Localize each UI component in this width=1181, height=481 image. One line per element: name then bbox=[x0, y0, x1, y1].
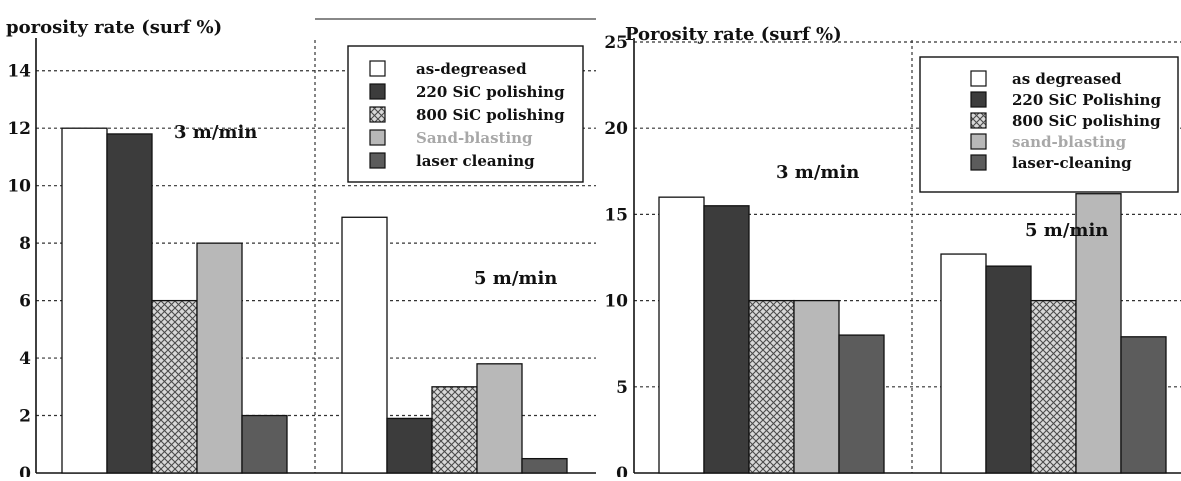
bar-sand-blasting-2 bbox=[1075, 193, 1122, 474]
bar-as-degreased-1 bbox=[658, 196, 705, 474]
bar-sand-blasting-1 bbox=[793, 299, 840, 474]
y-tick-label: 10 bbox=[604, 292, 628, 312]
y-tick-label: 12 bbox=[7, 119, 31, 139]
legend-entry: 220 SiC Polishing bbox=[1012, 91, 1161, 109]
legend-swatch bbox=[369, 60, 386, 77]
bar-laser-cleaning-2 bbox=[521, 457, 568, 474]
y-tick-label: 0 bbox=[616, 464, 628, 477]
bar-220-sic-polishing-1 bbox=[703, 205, 750, 474]
y-tick-label: 8 bbox=[19, 234, 31, 254]
bar-sand-blasting-2 bbox=[476, 363, 523, 474]
chart-left: 0 2 4 6 8 10 12 14 porosity rate (surf %) 3 m/min… bbox=[6, 17, 596, 481]
legend-swatch bbox=[970, 133, 987, 150]
bar-220-sic-polishing-2 bbox=[985, 265, 1032, 474]
legend-entry: as degreased bbox=[1012, 70, 1122, 88]
legend-entry: sand-blasting bbox=[1012, 133, 1127, 151]
legend-box bbox=[919, 56, 1179, 193]
y-tick-label: 25 bbox=[604, 33, 628, 53]
bar-as-degreased-1 bbox=[61, 127, 108, 474]
y-tick-label: 15 bbox=[604, 205, 628, 225]
bar-sand-blasting-1 bbox=[196, 242, 243, 474]
y-axis-label: Porosity rate (surf %) bbox=[625, 24, 842, 45]
legend-swatch bbox=[369, 129, 386, 146]
legend-swatch bbox=[369, 106, 386, 123]
legend-entry: as-degreased bbox=[416, 60, 527, 78]
bar-800-sic-polishing-1 bbox=[151, 299, 198, 474]
y-tick-label: 10 bbox=[7, 177, 31, 197]
category-label: 5 m/min bbox=[1025, 220, 1108, 241]
bar-800-sic-polishing-2 bbox=[1030, 299, 1077, 474]
legend-swatch bbox=[970, 154, 987, 171]
category-label: 3 m/min bbox=[776, 162, 859, 183]
legend-swatch bbox=[970, 112, 987, 129]
y-tick-label: 6 bbox=[19, 292, 31, 312]
bar-800-sic-polishing-2 bbox=[431, 386, 478, 474]
legend-entry: 800 SiC polishing bbox=[1012, 112, 1161, 130]
legend-swatch bbox=[369, 83, 386, 100]
bar-laser-cleaning-2 bbox=[1120, 336, 1167, 474]
legend-swatch bbox=[970, 91, 987, 108]
y-tick-label: 5 bbox=[616, 378, 628, 398]
bar-as-degreased-2 bbox=[341, 216, 388, 474]
bar-laser-cleaning-1 bbox=[241, 414, 288, 474]
category-label: 5 m/min bbox=[474, 268, 557, 289]
legend-entry: laser cleaning bbox=[416, 152, 535, 170]
y-tick-label: 0 bbox=[19, 464, 31, 477]
y-tick-label: 4 bbox=[19, 349, 31, 369]
legend-entry: 800 SiC polishing bbox=[416, 106, 565, 124]
category-label: 3 m/min bbox=[174, 122, 257, 143]
y-tick-label: 20 bbox=[604, 119, 628, 139]
legend-box bbox=[347, 45, 584, 183]
legend-entry: Sand-blasting bbox=[416, 129, 533, 147]
bar-800-sic-polishing-1 bbox=[748, 299, 795, 474]
y-axis-label: porosity rate (surf %) bbox=[6, 17, 222, 38]
legend-swatch bbox=[369, 152, 386, 169]
legend-swatch bbox=[970, 70, 987, 87]
bar-220-sic-polishing-1 bbox=[106, 133, 153, 474]
bar-as-degreased-2 bbox=[940, 253, 987, 474]
legend-entry: laser-cleaning bbox=[1012, 154, 1132, 172]
bar-laser-cleaning-1 bbox=[838, 334, 885, 474]
legend-entry: 220 SiC polishing bbox=[416, 83, 565, 101]
y-tick-label: 14 bbox=[7, 62, 31, 82]
bar-220-sic-polishing-2 bbox=[386, 417, 433, 474]
y-tick-label: 2 bbox=[19, 407, 31, 427]
